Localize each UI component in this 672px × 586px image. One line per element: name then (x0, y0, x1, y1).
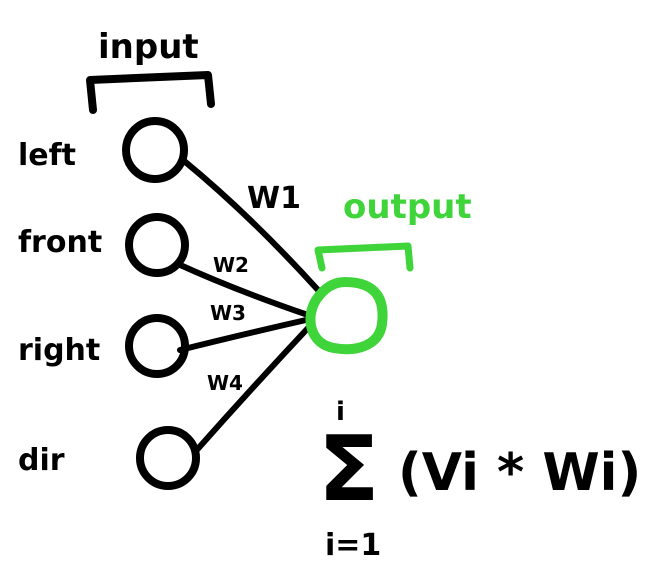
sum-body: (Vi * Wi) (398, 443, 641, 503)
weight-label-w2: W2 (213, 253, 249, 277)
output-header-label: output (343, 187, 472, 227)
output-bracket (314, 242, 414, 272)
connections (175, 157, 321, 455)
sum-upper-bound: i (336, 397, 345, 427)
sum-lower-bound: i=1 (325, 528, 381, 563)
input-label-front: front (18, 225, 102, 260)
input-label-right: right (18, 333, 100, 368)
weight-label-w1: W1 (247, 181, 301, 216)
input-bracket (86, 71, 215, 114)
connection-right (177, 317, 309, 353)
sigma-symbol: Σ (318, 417, 379, 522)
weight-label-w3: W3 (210, 301, 246, 325)
input-header-label: input (98, 27, 199, 67)
connection-left (180, 157, 321, 293)
input-label-dir: dir (18, 443, 65, 478)
output-node (305, 277, 388, 355)
weight-label-w4: W4 (207, 371, 243, 395)
connection-front (175, 261, 311, 318)
summation-formula: i Σ i=1 (Vi * Wi) (318, 397, 641, 563)
input-label-left: left (18, 138, 76, 173)
input-node-left (122, 117, 188, 183)
connection-dir (192, 325, 311, 455)
input-node-right (125, 314, 189, 378)
input-node-dir (136, 426, 200, 490)
input-node-front (125, 213, 189, 277)
